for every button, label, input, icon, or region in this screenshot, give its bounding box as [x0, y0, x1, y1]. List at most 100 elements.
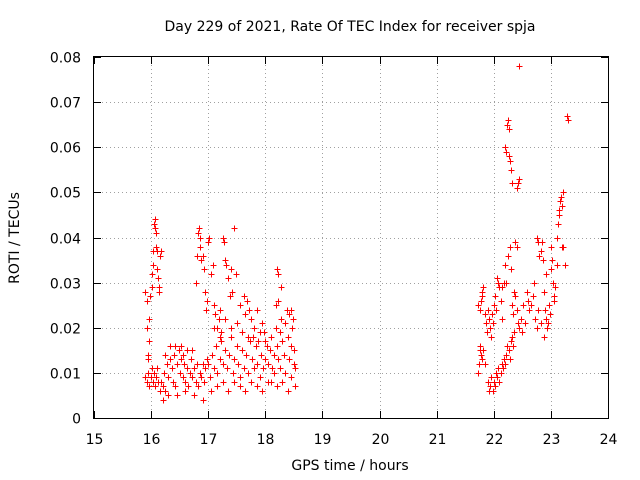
data-point [202, 365, 209, 372]
data-point [273, 302, 280, 309]
data-point [555, 221, 562, 228]
data-point [475, 302, 482, 309]
data-point [239, 347, 246, 354]
data-point [211, 302, 218, 309]
data-point [264, 343, 271, 350]
y-tick-label: 0.08 [50, 51, 81, 67]
data-point [208, 388, 215, 395]
data-point [146, 338, 153, 345]
data-point [150, 262, 157, 269]
data-point [560, 189, 567, 196]
data-point [515, 320, 522, 327]
data-point [217, 334, 224, 341]
data-point [532, 316, 539, 323]
data-point [254, 361, 261, 368]
data-point [516, 176, 523, 183]
data-point [289, 325, 296, 332]
data-point [233, 271, 240, 278]
data-point [231, 356, 238, 363]
data-point [560, 244, 567, 251]
data-point [246, 307, 253, 314]
x-tick-label: 15 [86, 432, 104, 448]
data-point [224, 365, 231, 372]
data-point [182, 379, 189, 386]
y-axis-label: ROTI / TECUs [7, 192, 23, 284]
data-point [144, 298, 151, 305]
data-point [514, 244, 521, 251]
data-point [182, 388, 189, 395]
data-point [241, 293, 248, 300]
data-point [156, 289, 163, 296]
data-point [480, 284, 487, 291]
x-tick-label: 20 [372, 432, 390, 448]
data-point [541, 289, 548, 296]
grid [94, 57, 608, 418]
data-point [292, 365, 299, 372]
data-point [170, 379, 177, 386]
data-point [153, 230, 160, 237]
data-point [508, 338, 515, 345]
data-point [509, 302, 516, 309]
x-tick-label: 22 [486, 432, 504, 448]
data-point [245, 370, 252, 377]
data-point [259, 320, 266, 327]
data-point [507, 158, 514, 165]
data-point [534, 325, 541, 332]
data-point [172, 343, 179, 350]
data-point [505, 117, 512, 124]
x-tick-label: 21 [429, 432, 447, 448]
data-point [538, 248, 545, 255]
data-point [158, 248, 165, 255]
data-point [291, 361, 298, 368]
data-point [552, 284, 559, 291]
data-point [525, 298, 532, 305]
data-point [145, 370, 152, 377]
data-point [262, 338, 269, 345]
data-point [153, 374, 160, 381]
data-point [488, 334, 495, 341]
data-point [180, 352, 187, 359]
data-point [288, 307, 295, 314]
data-point [562, 262, 569, 269]
data-point [201, 266, 208, 273]
data-point [500, 365, 507, 372]
data-point [503, 149, 510, 156]
data-point [218, 329, 225, 336]
data-point [214, 383, 221, 390]
data-point [545, 320, 552, 327]
data-point [509, 334, 516, 341]
data-point [174, 392, 181, 399]
data-point [495, 280, 502, 287]
data-point [499, 316, 506, 323]
data-point [154, 365, 161, 372]
data-point [494, 374, 501, 381]
data-point [237, 302, 244, 309]
data-point [288, 343, 295, 350]
data-point [490, 388, 497, 395]
data-point [189, 347, 196, 354]
plot-frame [93, 56, 609, 419]
data-point [288, 374, 295, 381]
data-point [291, 347, 298, 354]
data-point [154, 266, 161, 273]
data-point [222, 347, 229, 354]
data-point [538, 320, 545, 327]
data-point [204, 298, 211, 305]
data-point [543, 316, 550, 323]
data-point [528, 302, 535, 309]
data-point [519, 329, 526, 336]
data-point [249, 356, 256, 363]
data-point [286, 311, 293, 318]
data-point [483, 320, 490, 327]
y-tick-label: 0.06 [50, 141, 81, 157]
data-point [279, 338, 286, 345]
data-point [178, 356, 185, 363]
data-point [292, 383, 299, 390]
data-point [177, 370, 184, 377]
data-point [194, 361, 201, 368]
data-point [151, 370, 158, 377]
data-point [227, 293, 234, 300]
data-point [277, 329, 284, 336]
data-point [526, 307, 533, 314]
data-point [229, 289, 236, 296]
